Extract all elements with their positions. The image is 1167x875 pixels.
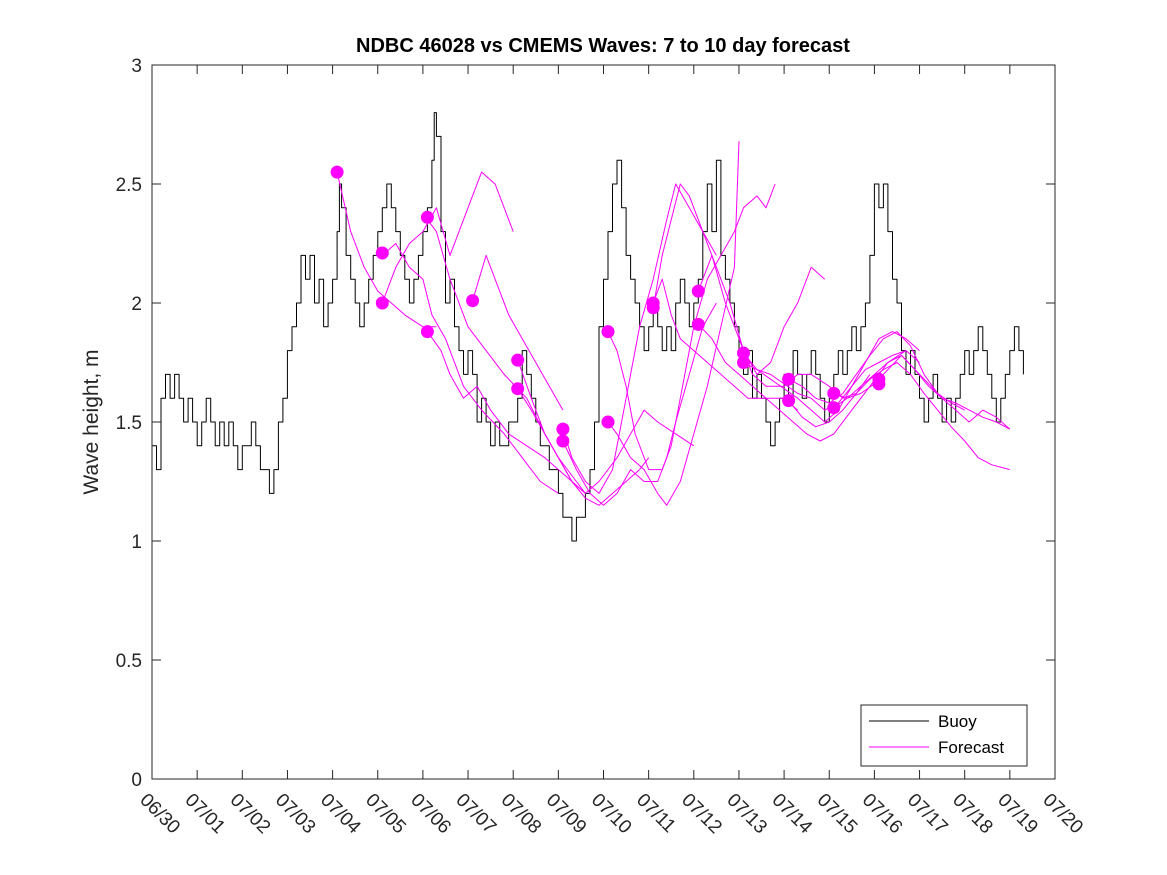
forecast-start-marker: [511, 382, 525, 396]
forecast-series-line: [427, 219, 586, 494]
forecast-start-marker: [420, 325, 434, 339]
y-tick-label: 0: [131, 770, 142, 791]
forecast-start-marker: [691, 317, 705, 331]
forecast-series-line: [381, 243, 559, 494]
y-tick-label: 0.5: [116, 651, 142, 672]
forecast-start-marker: [466, 294, 480, 308]
forecast-start-marker: [601, 325, 615, 339]
y-tick-label: 1.5: [116, 413, 142, 434]
plot-frame: [151, 64, 1056, 780]
legend-forecast-label: Forecast: [938, 738, 1004, 757]
forecast-series-line: [472, 254, 564, 411]
forecast-start-marker: [375, 246, 389, 260]
forecast-start-marker: [691, 284, 705, 298]
forecast-start-marker: [782, 372, 796, 386]
y-tick-label: 1: [131, 532, 142, 553]
forecast-series-line: [381, 171, 514, 304]
plot-series-group: [152, 112, 1024, 542]
forecast-start-marker: [601, 415, 615, 429]
forecast-series-line: [697, 324, 907, 442]
forecast-series-line: [652, 278, 798, 411]
forecast-start-marker: [737, 356, 750, 369]
forecast-series-line: [426, 331, 586, 494]
legend: Buoy Forecast: [860, 704, 1028, 767]
forecast-start-marker: [330, 165, 344, 179]
forecast-series-line: [833, 354, 1011, 430]
forecast-series-line: [562, 183, 717, 494]
forecast-start-marker: [646, 301, 660, 315]
forecast-start-marker: [782, 394, 796, 408]
legend-buoy-label: Buoy: [938, 712, 977, 731]
forecast-start-marker: [827, 386, 841, 400]
y-tick-label: 2.5: [116, 175, 142, 196]
forecast-series-line: [743, 331, 920, 423]
y-axis-label: Wave height, m: [80, 349, 103, 494]
forecast-series-line: [788, 362, 1010, 471]
forecast-start-marker: [420, 210, 434, 224]
forecast-start-marker: [556, 434, 570, 448]
forecast-start-marker: [375, 296, 389, 310]
forecast-start-marker: [827, 401, 841, 415]
forecast-start-marker: [556, 422, 570, 436]
forecast-series-line: [517, 388, 650, 506]
forecast-series-line: [607, 141, 740, 506]
legend-box: [860, 704, 1028, 767]
forecast-start-marker: [872, 377, 886, 391]
y-tick-label: 3: [131, 56, 142, 77]
forecast-series-line: [833, 354, 1011, 430]
forecast-series-line: [652, 183, 826, 375]
y-tick-label: 2: [131, 294, 142, 315]
forecast-start-marker: [511, 353, 525, 367]
forecast-series-line: [788, 331, 965, 411]
chart-title: NDBC 46028 vs CMEMS Waves: 7 to 10 day f…: [356, 35, 850, 57]
buoy-series-line: [152, 112, 1024, 542]
forecast-series-line: [562, 302, 717, 506]
forecast-series-line: [607, 183, 776, 471]
